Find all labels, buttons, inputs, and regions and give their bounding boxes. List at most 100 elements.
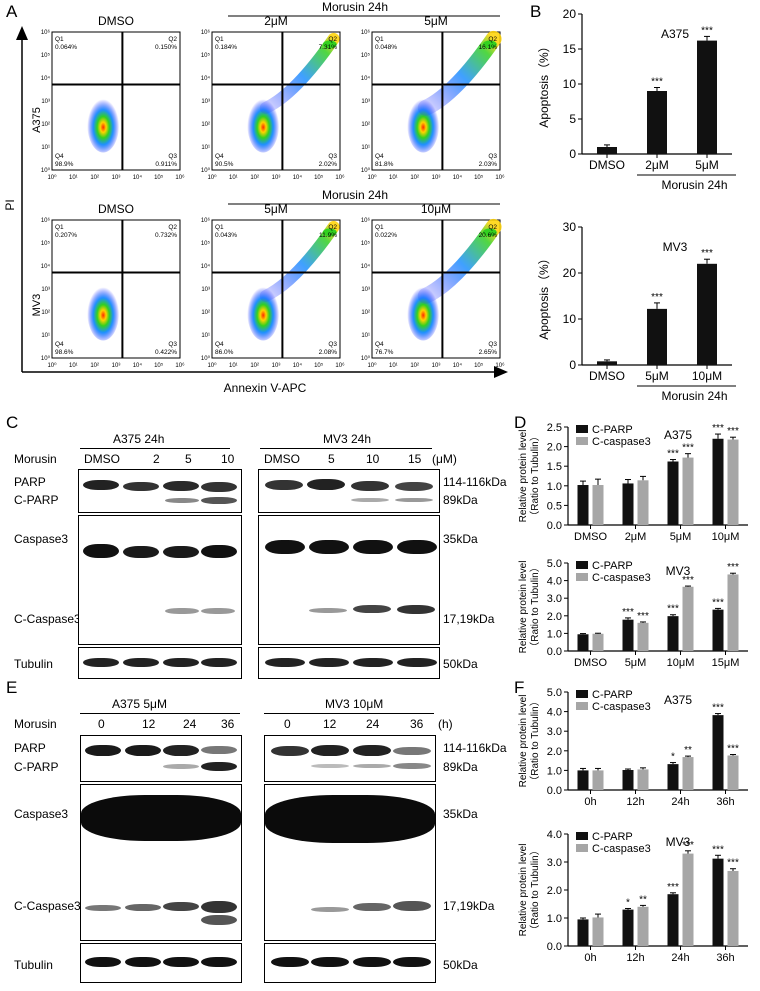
blot-c-parp-membrane-left [78, 469, 242, 513]
significance-label: *** [727, 744, 739, 755]
significance-label: *** [651, 292, 663, 303]
western-blot-e: A375 5μM MV3 10μM Morusin 0 12 24 36 0 1… [0, 680, 510, 991]
blot-e-parp-membrane-right [264, 735, 436, 782]
legend-swatch [576, 573, 588, 581]
bar [622, 619, 634, 651]
flow-q4-value: 98.9% [55, 161, 74, 168]
flow-y-tick-label: 10⁰ [201, 355, 211, 362]
blot-e-row-caspase3: Caspase3 [14, 807, 69, 821]
flow-q3-value: 0.911% [155, 161, 177, 168]
flow-cell-population [87, 284, 120, 341]
flow-q4-name: Q4 [215, 341, 224, 348]
flow-y-tick-label: 10⁶ [41, 217, 51, 224]
bar [577, 485, 589, 525]
flow-y-tick-label: 10³ [201, 287, 210, 293]
bar [727, 439, 739, 525]
flow-q2-value: 7.31% [319, 44, 338, 51]
flow-y-tick-label: 10¹ [41, 333, 50, 339]
flow-q1-name: Q1 [215, 36, 224, 43]
legend-label: C-caspase3 [592, 436, 651, 448]
y-axis-label-sub: （Ratio to Tubulin） [529, 431, 541, 521]
significance-label: *** [712, 844, 724, 855]
y-tick-label: 3.0 [547, 593, 562, 605]
flow-y-tick-label: 10¹ [201, 333, 210, 339]
panel-letter-d: D [514, 413, 527, 432]
flow-y-tick-label: 10² [201, 310, 210, 316]
blot-e-left-group: A375 5μM [112, 697, 167, 711]
flow-q1-name: Q1 [375, 224, 384, 231]
bar [712, 438, 724, 525]
bar [622, 483, 634, 525]
y-tick-label: 4.0 [547, 829, 562, 841]
y-tick-label: 2.0 [547, 611, 562, 623]
flow-q2-name: Q2 [168, 36, 177, 43]
flow-x-tick-label: 10² [410, 363, 419, 369]
legend-label: C-caspase3 [592, 843, 651, 855]
legend-label: C-PARP [592, 424, 633, 436]
flow-q2-name: Q2 [488, 36, 497, 43]
y-axis-label: Relative protein level [518, 844, 529, 937]
flow-q3-value: 0.422% [155, 349, 177, 356]
flow-late-apoptotic-cluster [482, 40, 497, 49]
flow-q1-value: 0.207% [55, 232, 77, 239]
flow-y-tick-label: 10⁶ [201, 29, 211, 36]
chart-b-top: 0 5 10 15 20 Apoptosis（%） A375 DMSO 2μM *** 5μM ***… [537, 7, 736, 192]
flow-x-tick-label: 10⁴ [133, 362, 143, 369]
bar [622, 909, 634, 946]
blot-c-lane-5: DMSO [264, 452, 300, 466]
blot-c-lane-3: 5 [185, 452, 192, 466]
bar [682, 586, 694, 651]
flow-x-tick-label: 10⁰ [207, 174, 217, 181]
blot-e-tubulin-membrane-left [80, 943, 242, 983]
flow-x-tick-label: 10⁵ [474, 174, 484, 181]
flow-q2-name: Q2 [328, 36, 337, 43]
y-tick-label: 30 [563, 220, 577, 234]
flow-x-tick-label: 10¹ [229, 363, 238, 369]
flow-x-tick-label: 10¹ [229, 175, 238, 181]
legend-swatch [576, 437, 588, 445]
y-tick-label: 10 [563, 77, 577, 91]
flow-y-tick-label: 10⁰ [41, 355, 51, 362]
flow-q2-value: 11.9% [319, 232, 337, 239]
blot-c-parp-membrane-right [258, 469, 440, 513]
flow-q3-value: 2.03% [479, 161, 498, 168]
significance-label: *** [667, 604, 679, 615]
bar [727, 574, 739, 651]
flow-y-tick-label: 10³ [41, 287, 50, 293]
blot-c-lane-8: 15 [408, 452, 422, 466]
bar [667, 894, 679, 946]
legend-label: C-PARP [592, 689, 633, 701]
blot-e-size-1: 114-116kDa [443, 741, 507, 755]
bar [622, 770, 634, 790]
flow-q3-value: 2.08% [319, 349, 338, 356]
flow-x-tick-label: 10³ [112, 363, 121, 369]
flow-y-tick-label: 10³ [41, 99, 50, 105]
blot-e-row-parp: PARP [14, 741, 46, 755]
flow-y-tick-label: 10⁰ [41, 167, 51, 174]
blot-c-row-tubulin: Tubulin [14, 657, 53, 671]
flow-y-tick-label: 10³ [361, 99, 370, 105]
bar [667, 616, 679, 651]
significance-label: *** [712, 423, 724, 434]
blot-c-size-1: 114-116kDa [443, 475, 507, 489]
significance-label: *** [682, 575, 694, 586]
blot-c-right-group: MV3 24h [323, 432, 372, 446]
flow-q1-name: Q1 [215, 224, 224, 231]
blot-e-lane-6: 12 [323, 717, 337, 731]
y-tick-label: 5.0 [547, 687, 562, 699]
flow-y-tick-label: 10⁴ [201, 263, 211, 270]
panel-letter-a: A [6, 2, 18, 21]
bar [592, 770, 604, 790]
blot-e-left-group-line [80, 713, 240, 714]
blot-c-unit: (μM) [432, 452, 457, 466]
bar [577, 919, 589, 946]
blot-e-unit: (h) [438, 717, 453, 731]
blot-c-right-group-line [260, 448, 432, 449]
legend-swatch [576, 425, 588, 433]
flow-x-tick-label: 10⁵ [154, 362, 164, 369]
flow-q2-value: 0.150% [155, 44, 177, 51]
flow-x-tick-label: 10³ [112, 175, 121, 181]
flow-y-tick-label: 10⁴ [361, 263, 371, 270]
y-tick-label: 15 [563, 42, 577, 56]
flow-q3-name: Q3 [168, 341, 177, 348]
